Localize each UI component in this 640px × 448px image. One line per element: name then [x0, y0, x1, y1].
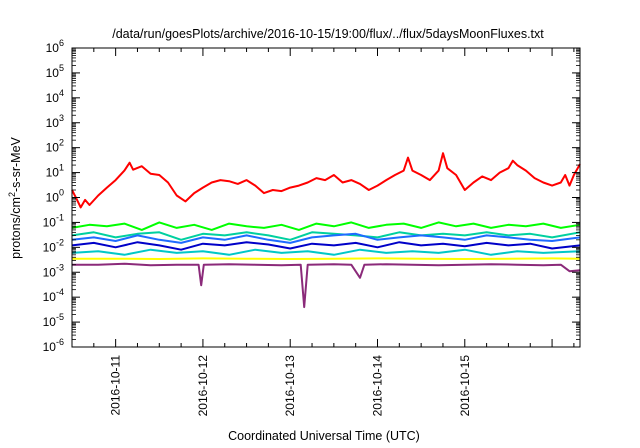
y-tick-label: 106	[46, 38, 64, 55]
plot-frame	[71, 47, 581, 348]
y-tick-label: 104	[46, 88, 64, 105]
series-line-2	[71, 221, 581, 231]
series-line-4	[71, 232, 581, 244]
chart-title: /data/run/goesPlots/archive/2016-10-15/1…	[112, 27, 544, 41]
x-tick-label: 2016-10-15	[458, 355, 472, 417]
series-line-7	[72, 257, 581, 260]
y-tick-label: 10-2	[43, 237, 64, 254]
x-axis-label: Coordinated Universal Time (UTC)	[228, 429, 420, 443]
y-axis: 106 105 104 103 102 101 100 10-1 10-2 10-3 10-4 10-…	[43, 38, 580, 354]
y-axis-label-exp: 2	[7, 192, 17, 197]
y-tick-label: 10-3	[43, 262, 64, 279]
y-axis-label: protons/cm2-s-sr-MeV	[7, 136, 23, 258]
x-tick-label: 2016-10-11	[109, 355, 123, 416]
series-line-5	[71, 241, 581, 251]
y-tick-label: 10-6	[43, 337, 64, 354]
y-tick-label: 10-4	[43, 287, 64, 304]
y-tick-label: 10-5	[43, 312, 64, 329]
y-tick-label: 103	[46, 113, 64, 130]
y-axis-label-base: protons/cm	[9, 197, 23, 259]
x-tick-label: 2016-10-13	[283, 355, 297, 417]
y-tick-label: 105	[46, 63, 64, 80]
x-tick-label: 2016-10-14	[370, 355, 384, 417]
y-axis-label-rest: -s-sr-MeV	[9, 136, 23, 192]
y-tick-label: 10-1	[43, 212, 64, 229]
series-line-3	[71, 231, 581, 241]
series-line-8	[72, 262, 581, 309]
x-axis: 2016-10-11 2016-10-12 2016-10-13 2016-10-14…	[71, 48, 575, 417]
y-tick-label: 100	[46, 188, 64, 205]
y-tick-label: 102	[46, 138, 64, 155]
x-tick-label: 2016-10-12	[196, 355, 210, 417]
y-tick-label: 101	[46, 163, 64, 180]
series-layer	[71, 152, 581, 309]
series-line-1	[71, 152, 581, 209]
series-line-6	[71, 248, 581, 256]
